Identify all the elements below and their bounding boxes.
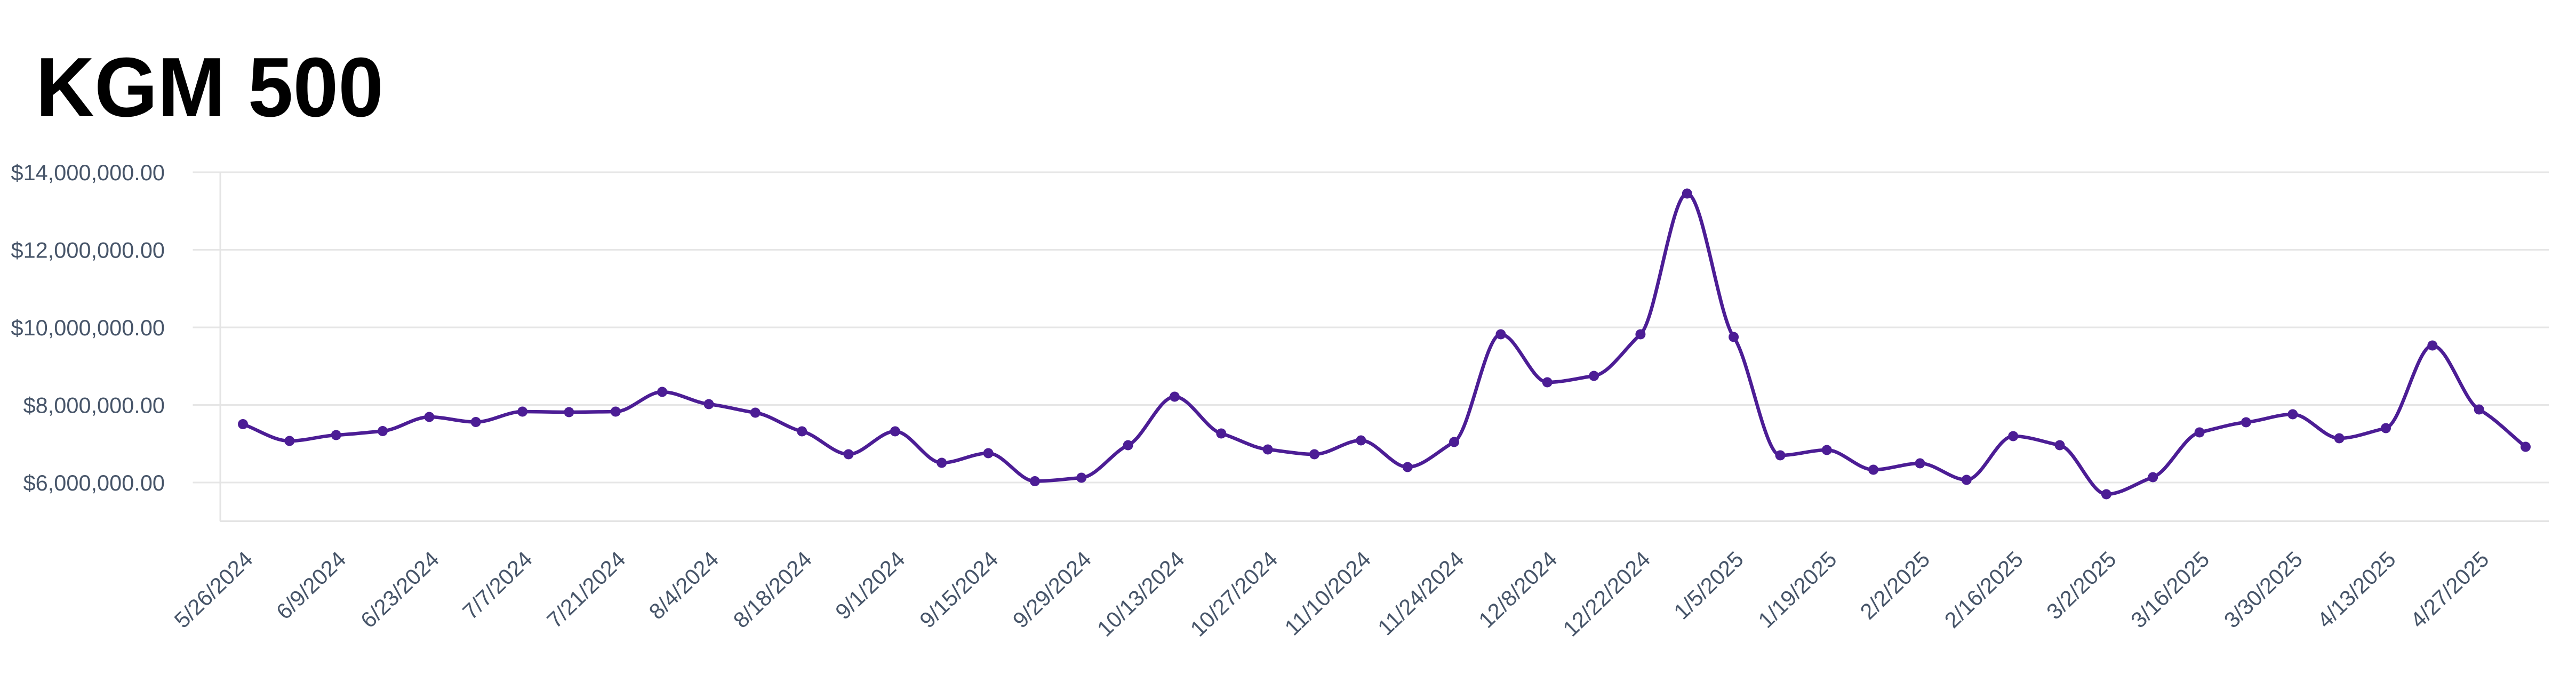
svg-text:$8,000,000.00: $8,000,000.00 <box>23 393 165 418</box>
svg-text:$12,000,000.00: $12,000,000.00 <box>11 238 165 263</box>
svg-text:$6,000,000.00: $6,000,000.00 <box>23 470 165 495</box>
svg-text:$10,000,000.00: $10,000,000.00 <box>11 315 165 340</box>
svg-text:KGM 500: KGM 500 <box>36 41 383 134</box>
svg-text:$14,000,000.00: $14,000,000.00 <box>11 160 165 185</box>
